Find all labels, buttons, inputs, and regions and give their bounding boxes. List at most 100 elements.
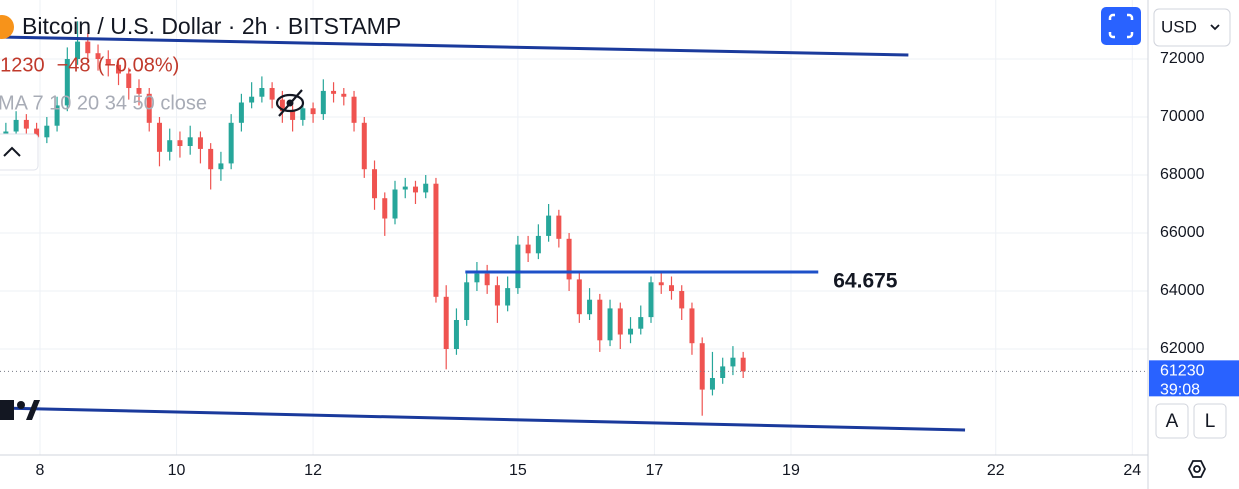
x-tick-label: 8 (36, 462, 45, 479)
y-tick-label: 62000 (1160, 340, 1205, 357)
candle-body (638, 317, 644, 329)
candle-body (505, 288, 511, 306)
candle-body (156, 122, 162, 152)
candle-body (423, 183, 429, 193)
countdown-label: 39:08 (1160, 382, 1200, 399)
candle-body (402, 186, 408, 190)
candle-body (730, 357, 736, 367)
candle-body (679, 291, 685, 309)
axes: 62000 64000 66000 68000 70000 72000 8 10 12 15 17 1… (36, 50, 1239, 479)
button-label: A (1166, 411, 1179, 432)
x-tick-label: 15 (509, 462, 527, 479)
candle-body (228, 122, 234, 164)
y-tick-label: 68000 (1160, 166, 1205, 183)
candle-body (64, 59, 70, 106)
currency-dropdown[interactable]: USD (1153, 8, 1231, 47)
candle-body (136, 88, 142, 94)
candle-body (290, 111, 296, 120)
candle-body (699, 343, 705, 390)
settings-button[interactable] (1187, 460, 1207, 478)
last-price-label: 61230 (1160, 363, 1205, 380)
candle-body (443, 296, 449, 350)
level-label: 64.675 (833, 270, 898, 293)
candle-body (249, 96, 255, 103)
candle-body (515, 244, 521, 289)
log-scale-button[interactable]: L (1193, 403, 1227, 439)
candle-body (34, 128, 40, 138)
indicator-legend: MA 7 10 20 34 50 close (0, 92, 207, 114)
candle-body (23, 119, 29, 129)
candle-body (689, 308, 695, 344)
button-label: L (1205, 411, 1216, 432)
candle-body (484, 273, 490, 286)
candle-body (372, 169, 378, 199)
grid (0, 0, 1148, 455)
candle-body (648, 282, 654, 318)
candle-body (54, 105, 60, 126)
candle-body (116, 64, 122, 74)
y-tick-label: 70000 (1160, 108, 1205, 125)
candle-body (259, 88, 265, 97)
y-tick-label: 72000 (1160, 50, 1205, 67)
last-price-tag (1149, 360, 1239, 397)
candle-body (351, 96, 357, 123)
auto-scale-button[interactable]: A (1155, 403, 1189, 439)
candle-body (361, 122, 367, 170)
candle-body (95, 53, 101, 60)
candle-body (433, 183, 439, 297)
bitcoin-icon (0, 15, 14, 39)
candle-body (740, 357, 746, 372)
candle-body (464, 282, 470, 321)
trendlines: 64.675 (0, 35, 1148, 432)
candle-body (494, 285, 500, 306)
candle-body (13, 119, 19, 132)
header-change-percent: (−0.08%) (98, 54, 180, 76)
candle-body (546, 215, 552, 236)
candle-body (535, 235, 541, 254)
candle-body (576, 279, 582, 315)
candle-body (412, 186, 418, 193)
candle-body (218, 163, 224, 170)
tradingview-logo (0, 400, 40, 420)
candle-body (85, 41, 91, 54)
candle-body (300, 108, 306, 120)
candle-body (310, 108, 316, 115)
candle-body (525, 244, 531, 254)
candle-body (279, 99, 285, 112)
fullscreen-button[interactable] (1101, 7, 1141, 45)
candle-body (208, 148, 214, 170)
x-tick-label: 12 (304, 462, 322, 479)
hide-icon[interactable] (275, 89, 305, 117)
candle-body (474, 273, 480, 283)
candle-body (597, 299, 603, 341)
y-tick-label: 64000 (1160, 282, 1205, 299)
x-tick-label: 17 (646, 462, 664, 479)
candle-body (668, 285, 674, 292)
candle-body (382, 198, 388, 219)
candle-body (126, 73, 132, 89)
candle-body (177, 140, 183, 147)
candle-body (341, 93, 347, 97)
candle-body (617, 308, 623, 335)
candle-body (587, 299, 593, 315)
candle-body (556, 215, 562, 239)
chart-title: Bitcoin / U.S. Dollar · 2h · BITSTAMP (22, 13, 401, 39)
x-tick-label: 10 (168, 462, 186, 479)
candle-body (105, 59, 111, 65)
x-tick-label: 19 (782, 462, 800, 479)
candle-body (167, 140, 173, 152)
header-change: −48 (57, 54, 91, 76)
header-price: 61230 (0, 54, 45, 76)
x-tick-label: 22 (987, 462, 1005, 479)
trendline (0, 406, 966, 432)
candle-body (146, 93, 152, 123)
candle-body (566, 238, 572, 280)
candle-body (453, 320, 459, 350)
candle-body (238, 102, 244, 123)
collapse-button[interactable] (0, 133, 39, 171)
candle-body (709, 378, 715, 390)
candles (3, 21, 746, 416)
candle-body (197, 137, 203, 149)
